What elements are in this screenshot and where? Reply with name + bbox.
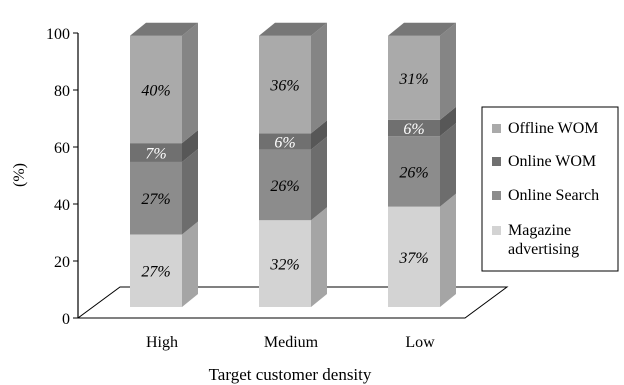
y-tick-label: 60	[54, 140, 70, 157]
bar-segment	[388, 193, 456, 307]
bar-side	[311, 207, 327, 307]
y-tick-label: 20	[54, 254, 70, 271]
data-label: 26%	[270, 178, 299, 195]
bar-side	[311, 120, 327, 150]
bar-segment	[130, 130, 198, 162]
bar-front	[259, 220, 311, 307]
y-axis: 0 20 40 60 80 100	[46, 26, 79, 328]
data-label: 31%	[398, 71, 428, 88]
y-tick-label: 0	[62, 311, 70, 328]
bar-side	[182, 148, 198, 235]
x-axis-ticks: High Medium Low	[146, 334, 435, 351]
bar-top	[259, 22, 327, 36]
bar-top	[388, 22, 456, 36]
y-tick-label: 80	[54, 83, 70, 100]
bar-front	[388, 35, 440, 120]
legend-swatch	[492, 157, 501, 166]
legend-label: Online Search	[508, 187, 599, 204]
bar-segment	[130, 22, 198, 144]
bar-segment	[388, 106, 456, 137]
data-labels: 27% 27% 7% 40% 32% 26% 6% 36% 37% 26% 6% 31%	[141, 71, 428, 281]
legend: Offline WOM Online WOM Online Search Magazi…	[481, 106, 619, 272]
bar-segment	[130, 148, 198, 235]
legend-box	[481, 106, 619, 272]
data-label: 7%	[145, 146, 166, 163]
bar-segment	[388, 123, 456, 207]
y-tick-label: 100	[46, 26, 70, 43]
bar-front	[259, 149, 311, 221]
bar-segment	[259, 22, 327, 134]
bar-side	[440, 106, 456, 137]
bar-front	[130, 161, 182, 235]
bar-segment	[259, 207, 327, 307]
bar-side	[440, 22, 456, 120]
bar-side	[182, 22, 198, 144]
bar-side	[182, 130, 198, 162]
bar-segment	[259, 120, 327, 150]
y-tick-label: 40	[54, 197, 70, 214]
bar-front	[259, 35, 311, 134]
legend-label: Magazine	[508, 222, 571, 239]
bar-front	[388, 136, 440, 207]
data-label: 40%	[141, 82, 170, 99]
y-axis-title: (%)	[11, 163, 28, 187]
bar-side	[311, 136, 327, 221]
legend-label: advertising	[508, 241, 579, 258]
legend-swatch	[492, 124, 501, 133]
bar-side	[311, 22, 327, 134]
legend-swatch	[492, 226, 501, 235]
bar-front	[130, 143, 182, 162]
chart-floor	[76, 286, 509, 319]
bar-front	[388, 206, 440, 307]
legend-label: Online WOM	[508, 153, 596, 170]
data-label: 6%	[403, 121, 424, 138]
x-tick-label: Low	[405, 334, 435, 351]
bar-front	[259, 133, 311, 150]
legend-label: Offline WOM	[508, 120, 599, 137]
bar-segment	[388, 22, 456, 120]
legend-swatch	[492, 191, 501, 200]
data-label: 6%	[274, 135, 295, 152]
data-label: 27%	[141, 264, 170, 281]
bar-front	[130, 35, 182, 144]
bar-top	[130, 22, 198, 36]
bar-side	[440, 193, 456, 307]
bar-side	[440, 123, 456, 207]
x-tick-label: High	[146, 334, 178, 351]
data-label: 27%	[141, 191, 170, 208]
bar-front	[130, 234, 182, 307]
data-label: 26%	[399, 164, 428, 181]
bar-side	[182, 221, 198, 307]
bar-segment	[130, 221, 198, 307]
x-tick-label: Medium	[264, 334, 319, 351]
data-label: 36%	[269, 78, 299, 95]
bar-segment	[259, 136, 327, 221]
data-label: 32%	[269, 257, 299, 274]
bars	[130, 22, 456, 307]
data-label: 37%	[398, 250, 428, 267]
floor-outline	[76, 286, 509, 319]
x-axis-title: Target customer density	[209, 365, 372, 384]
bar-front	[388, 119, 440, 137]
